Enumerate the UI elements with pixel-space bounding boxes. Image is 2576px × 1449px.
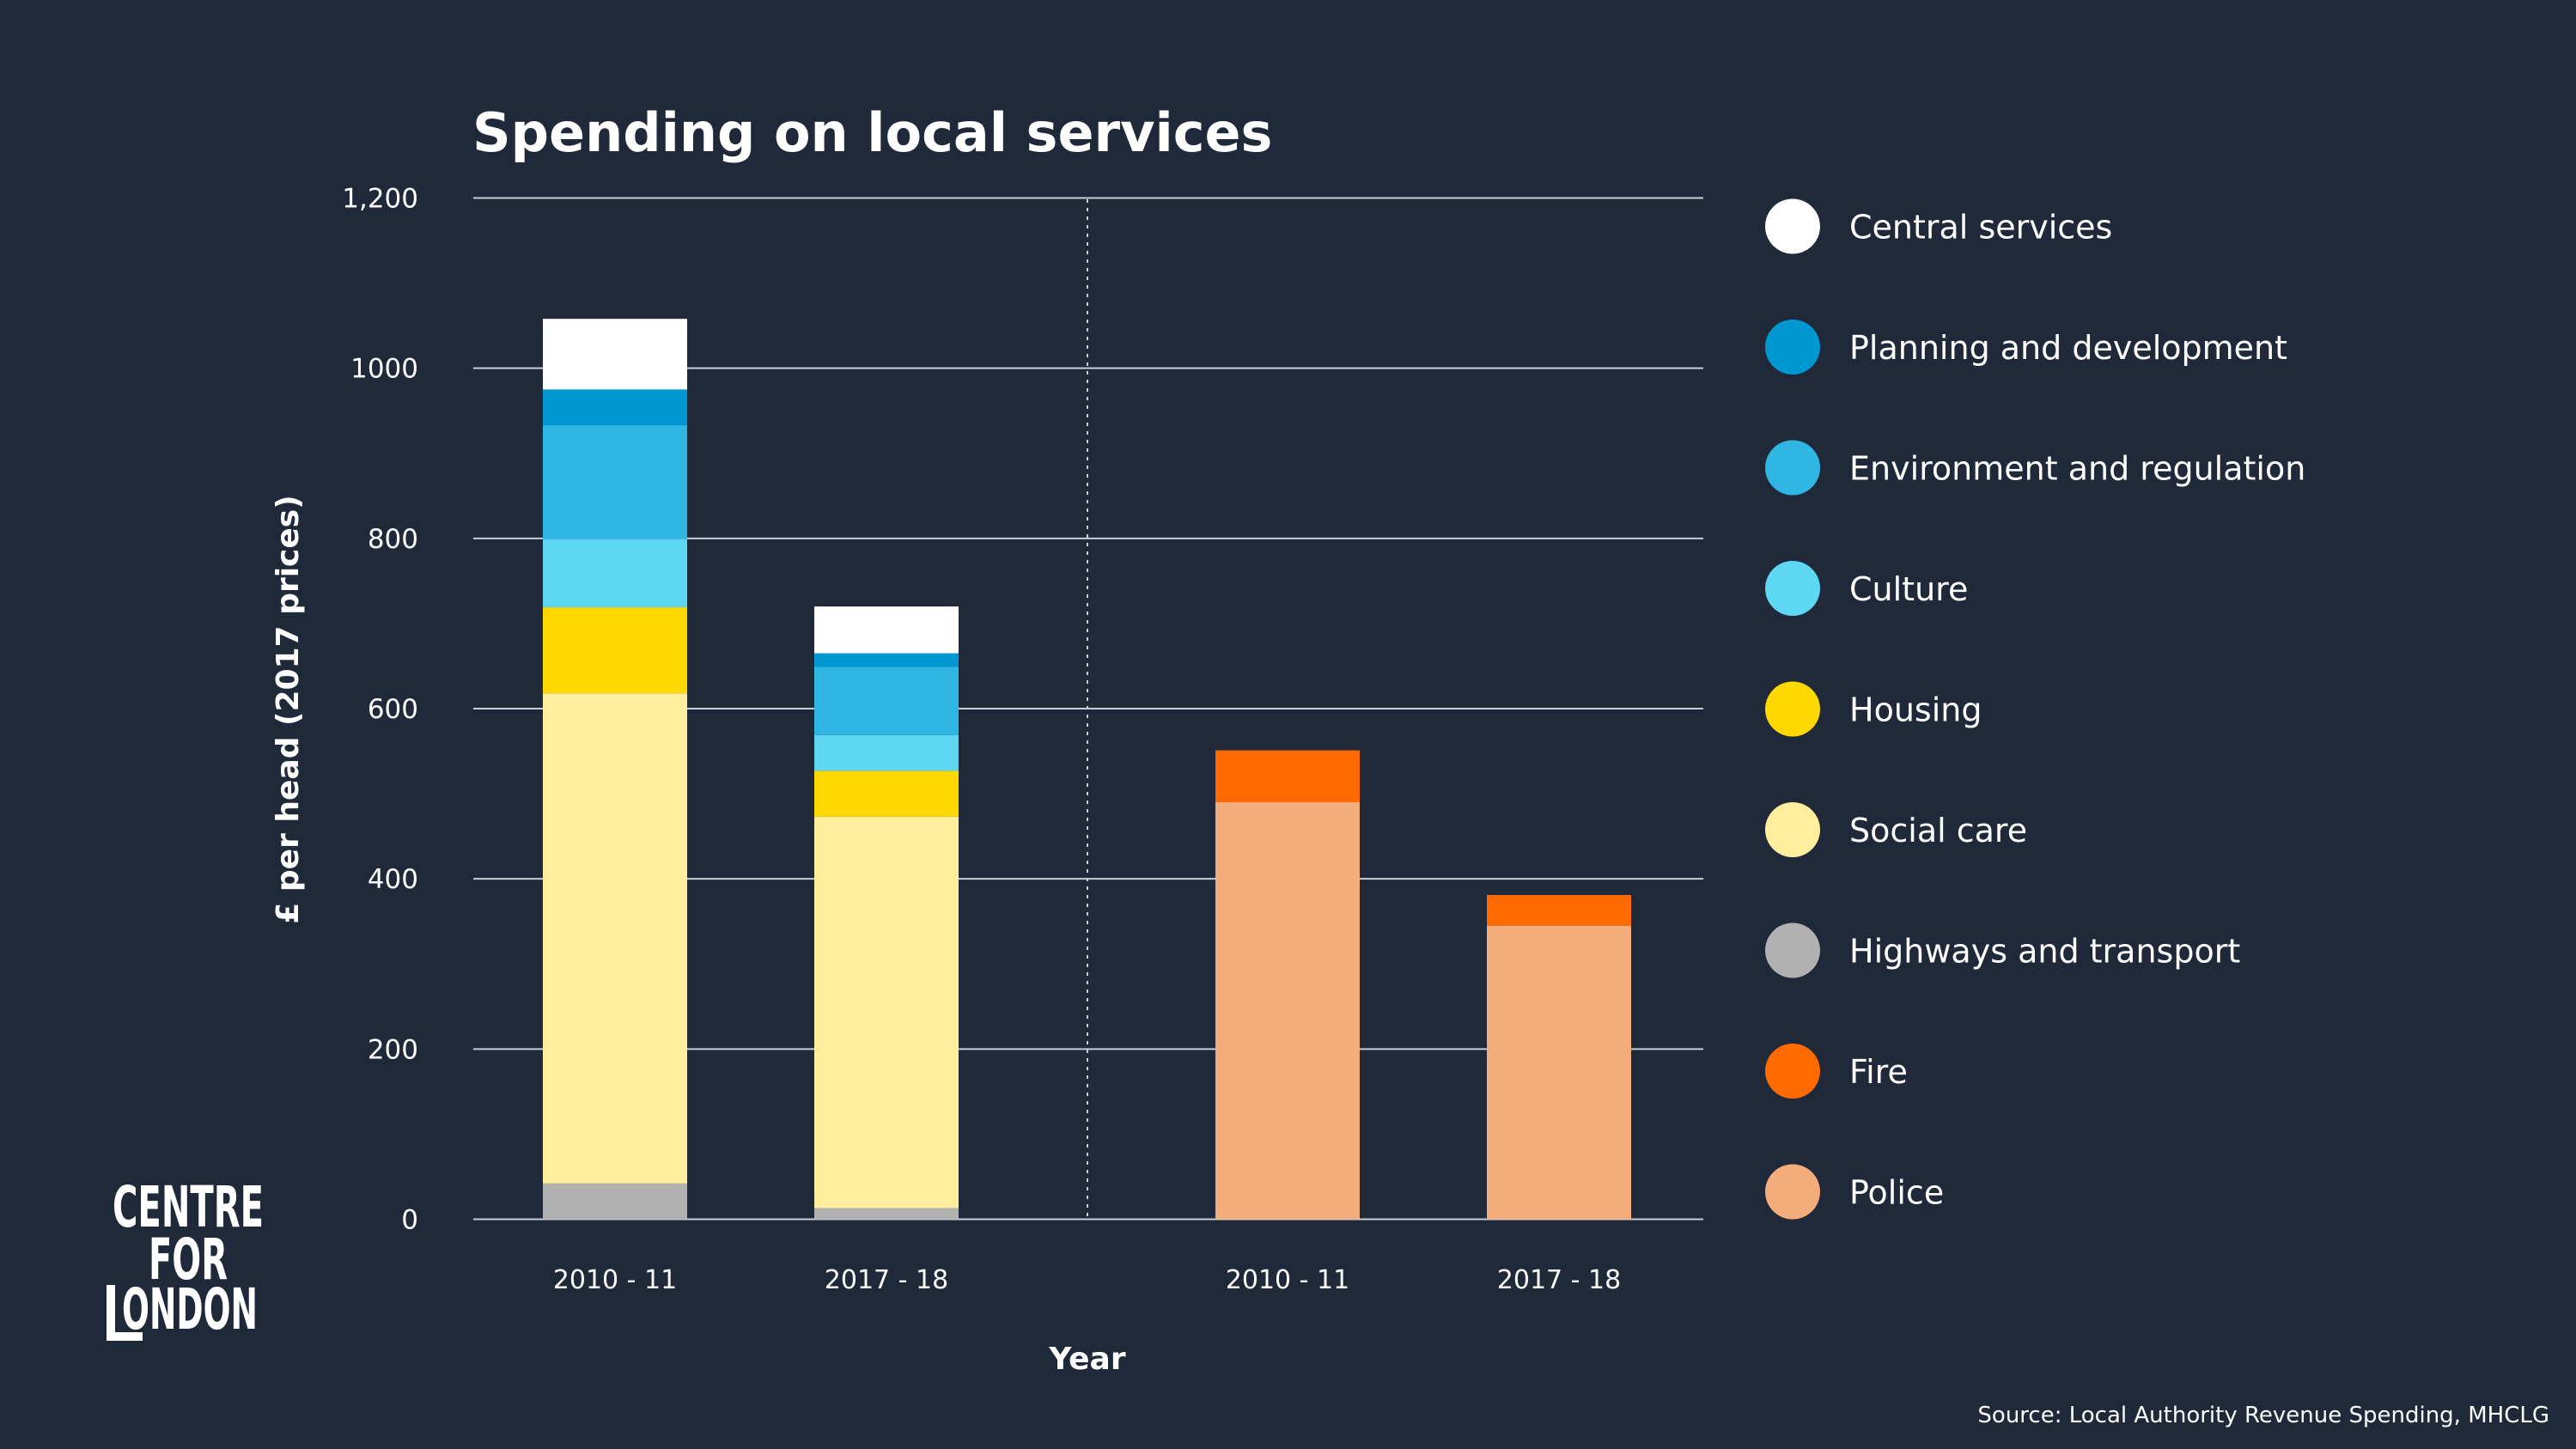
bar-stack xyxy=(1487,894,1631,1220)
legend-item: Planning and development xyxy=(1765,320,2287,374)
legend-item: Highways and transport xyxy=(1765,922,2240,978)
legend-swatch-icon xyxy=(1765,440,1820,496)
bar-segment-central-services xyxy=(543,319,687,390)
legend-label: Housing xyxy=(1849,691,1982,729)
bar-segment-culture xyxy=(543,539,687,608)
bar-segment-environment-and-regulation xyxy=(543,425,687,539)
legend-label: Highways and transport xyxy=(1849,933,2240,971)
bar-segment-housing xyxy=(543,607,687,694)
y-tick-label: 1000 xyxy=(350,354,418,385)
y-tick-label: 800 xyxy=(368,524,418,555)
legend-label: Planning and development xyxy=(1849,329,2287,367)
legend-item: Culture xyxy=(1765,561,1968,616)
legend-swatch-icon xyxy=(1765,802,1820,857)
legend-swatch-icon xyxy=(1765,320,1820,374)
legend-item: Police xyxy=(1765,1164,1944,1220)
legend-label: Culture xyxy=(1849,570,1968,608)
y-tick-label: 400 xyxy=(368,864,418,895)
y-tick-label: 0 xyxy=(401,1205,418,1236)
bar-segment-culture xyxy=(814,734,959,771)
bar-stack xyxy=(1215,750,1360,1220)
legend-swatch-icon xyxy=(1765,681,1820,737)
bar-segment-fire xyxy=(1487,894,1631,926)
bar-segment-housing xyxy=(814,770,959,817)
centre-for-london-logo: CENTRE FOR ONDON xyxy=(107,1174,264,1342)
legend-item: Central services xyxy=(1765,198,2112,254)
logo-l-bracket xyxy=(107,1285,143,1341)
legend-swatch-icon xyxy=(1765,198,1820,254)
legend-swatch-icon xyxy=(1765,1044,1820,1099)
x-tick-labels: 2010 - 11 2017 - 18 2010 - 11 2017 - 18 xyxy=(553,1265,1621,1295)
logo-line-2: FOR xyxy=(149,1227,228,1293)
legend-swatch-icon xyxy=(1765,1164,1820,1220)
chart-title: Spending on local services xyxy=(472,101,1272,164)
bar-segment-highways-and-transport xyxy=(814,1208,959,1220)
x-tick-label: 2017 - 18 xyxy=(1497,1265,1621,1295)
legend-item: Housing xyxy=(1765,681,1982,737)
y-tick-label: 1,200 xyxy=(342,184,418,215)
legend-label: Environment and regulation xyxy=(1849,450,2305,488)
legend-swatch-icon xyxy=(1765,922,1820,978)
bar-stack xyxy=(814,606,959,1220)
logo-line-3: ONDON xyxy=(122,1276,258,1342)
x-axis-title: Year xyxy=(1048,1342,1125,1377)
y-tick-label: 600 xyxy=(368,694,418,725)
legend: Central services Planning and development… xyxy=(1765,198,2305,1220)
legend-item: Social care xyxy=(1765,802,2027,857)
bar-segment-planning-and-development xyxy=(543,389,687,426)
stacked-bars xyxy=(543,319,1631,1220)
x-tick-label: 2017 - 18 xyxy=(825,1265,948,1295)
bar-segment-social-care xyxy=(814,816,959,1209)
bar-segment-police xyxy=(1215,801,1360,1220)
legend-item: Environment and regulation xyxy=(1765,440,2305,496)
legend-swatch-icon xyxy=(1765,561,1820,616)
bar-stack xyxy=(543,319,687,1220)
x-tick-label: 2010 - 11 xyxy=(553,1265,677,1295)
legend-item: Fire xyxy=(1765,1044,1908,1099)
y-axis-title: £ per head (2017 prices) xyxy=(271,495,306,923)
bar-segment-police xyxy=(1487,925,1631,1220)
legend-label: Police xyxy=(1849,1174,1944,1212)
x-tick-label: 2010 - 11 xyxy=(1226,1265,1349,1295)
source-note: Source: Local Authority Revenue Spending… xyxy=(1977,1403,2549,1428)
bar-segment-fire xyxy=(1215,750,1360,802)
y-tick-label: 200 xyxy=(368,1034,418,1065)
bar-segment-central-services xyxy=(814,606,959,654)
legend-label: Social care xyxy=(1849,812,2027,849)
logo-line-1: CENTRE xyxy=(113,1174,264,1240)
bar-segment-environment-and-regulation xyxy=(814,667,959,735)
legend-label: Fire xyxy=(1849,1053,1908,1091)
bar-segment-highways-and-transport xyxy=(543,1183,687,1220)
y-tick-labels: 0 200 400 600 800 1000 1,200 xyxy=(342,184,418,1236)
legend-label: Central services xyxy=(1849,209,2112,247)
bar-segment-social-care xyxy=(543,693,687,1184)
bar-segment-planning-and-development xyxy=(814,653,959,667)
